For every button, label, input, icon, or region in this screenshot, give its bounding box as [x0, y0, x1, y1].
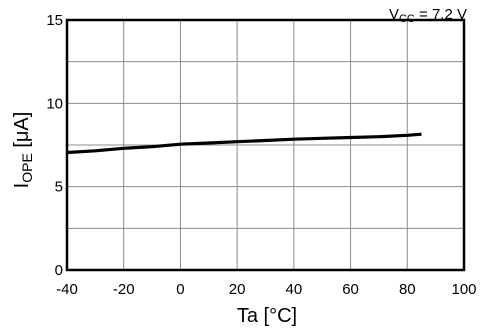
- y-tick-labels: 0 5 10 15: [46, 12, 63, 279]
- x-tick-label: 80: [399, 281, 416, 298]
- plot-frame: [65, 18, 466, 272]
- series-line: [66, 132, 422, 155]
- x-tick-label: 20: [229, 281, 246, 298]
- x-tick-label: -20: [113, 281, 135, 298]
- y-tick-label: 0: [55, 262, 63, 279]
- x-tick-labels: -40 -20 0 20 40 60 80 100: [56, 281, 476, 298]
- y-tick-label: 5: [55, 179, 63, 196]
- x-axis-title: Ta [°C]: [237, 305, 297, 327]
- x-tick-label: 40: [286, 281, 303, 298]
- condition-label: VCC = 7.2 V: [389, 6, 467, 25]
- x-tick-label: 100: [451, 281, 476, 298]
- y-axis-title: IOPE [μA]: [11, 112, 35, 189]
- y-tick-label: 10: [46, 95, 63, 112]
- y-tick-label: 15: [46, 12, 63, 29]
- x-tick-label: -40: [56, 281, 78, 298]
- x-tick-label: 0: [176, 281, 184, 298]
- x-tick-label: 60: [342, 281, 359, 298]
- grid: [67, 20, 464, 270]
